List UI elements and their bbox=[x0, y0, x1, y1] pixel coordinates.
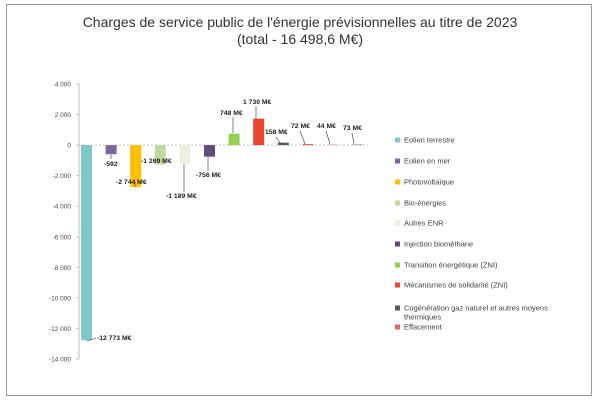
bar bbox=[105, 145, 117, 155]
data-label: 73 M€ bbox=[343, 125, 362, 132]
bar bbox=[302, 144, 314, 146]
legend-label: Bio-énergies bbox=[404, 199, 446, 208]
legend-swatch bbox=[395, 179, 400, 185]
bar bbox=[327, 144, 338, 146]
leader-line bbox=[299, 130, 306, 145]
legend-label: Cogénération gaz naturel et autres moyen… bbox=[404, 304, 548, 313]
bars bbox=[81, 118, 363, 341]
y-tick-label: 0 bbox=[67, 143, 71, 150]
legend-label: Eolien en mer bbox=[404, 157, 451, 166]
chart-frame bbox=[6, 4, 592, 396]
bar bbox=[204, 145, 215, 157]
data-label: -592 bbox=[104, 161, 118, 168]
data-label: 72 M€ bbox=[291, 123, 310, 130]
bar bbox=[130, 145, 142, 188]
data-label: 158 M€ bbox=[265, 129, 288, 136]
chart-subtitle: (total - 16 498,6 M€) bbox=[236, 31, 364, 47]
leader-line bbox=[325, 130, 331, 145]
legend-swatch bbox=[395, 241, 400, 247]
y-tick-label: -14 000 bbox=[49, 357, 71, 364]
legend-label-continued: thermiques bbox=[404, 313, 441, 322]
y-tick-label: -4 000 bbox=[53, 204, 72, 211]
legend-swatch bbox=[395, 262, 400, 268]
data-label: -2 744 M€ bbox=[116, 179, 147, 186]
bar bbox=[81, 145, 92, 341]
leader-line bbox=[275, 136, 282, 145]
legend-swatch bbox=[395, 324, 400, 330]
data-label: 1 730 M€ bbox=[243, 99, 272, 106]
legend-label: Injection biométhane bbox=[404, 240, 473, 249]
legend-label: Eolien terrestre bbox=[404, 136, 455, 145]
data-label: 44 M€ bbox=[317, 123, 336, 130]
bar bbox=[277, 142, 289, 146]
legend-label: Effacement bbox=[404, 323, 443, 332]
y-tick-label: -8 000 bbox=[53, 265, 72, 272]
legend-swatch bbox=[395, 282, 400, 288]
legend-swatch bbox=[395, 137, 400, 143]
legend-label: Photovoltaïque bbox=[404, 178, 454, 187]
bar bbox=[154, 145, 166, 165]
y-tick-label: 4 000 bbox=[55, 82, 72, 89]
legend-label: Autres ENR bbox=[404, 219, 444, 228]
data-labels: -12 773 M€ -592 -2 744 M€ -1 269 M€ -1 189 M… bbox=[86, 99, 362, 342]
leader-line bbox=[351, 132, 355, 145]
data-label: 748 M€ bbox=[220, 110, 243, 117]
y-tick-label: -2 000 bbox=[53, 173, 72, 180]
y-tick-label: 2 000 bbox=[55, 112, 72, 119]
data-label: -756 M€ bbox=[196, 172, 221, 179]
y-tick-label: -10 000 bbox=[49, 295, 71, 302]
data-label: -1 189 M€ bbox=[166, 193, 197, 200]
chart-title-block: Charges de service public de l'énergie p… bbox=[0, 14, 600, 48]
y-tick-label: -6 000 bbox=[53, 234, 72, 241]
legend-label: Mécanismes de solidarité (ZNI) bbox=[404, 281, 508, 290]
legend-swatch bbox=[394, 220, 401, 226]
legend: Eolien terrestre Eolien en mer Photovoltaï… bbox=[394, 136, 548, 332]
data-label: -12 773 M€ bbox=[97, 335, 132, 342]
legend-swatch bbox=[395, 305, 400, 311]
bar bbox=[351, 143, 363, 146]
bar bbox=[179, 145, 191, 164]
legend-swatch bbox=[395, 200, 400, 206]
leader-line bbox=[86, 337, 97, 342]
legend-label: Transition énergétique (ZNI) bbox=[404, 261, 498, 270]
y-axis: 4 000 2 000 0 -2 000 -4 000 -6 000 -8 000 -10 0… bbox=[49, 82, 368, 364]
chart-title: Charges de service public de l'énergie p… bbox=[82, 14, 518, 30]
bar bbox=[228, 133, 240, 146]
data-label: -1 269 M€ bbox=[141, 158, 172, 165]
bar bbox=[253, 118, 265, 146]
legend-swatch bbox=[395, 158, 400, 164]
y-tick-label: -12 000 bbox=[49, 326, 71, 333]
